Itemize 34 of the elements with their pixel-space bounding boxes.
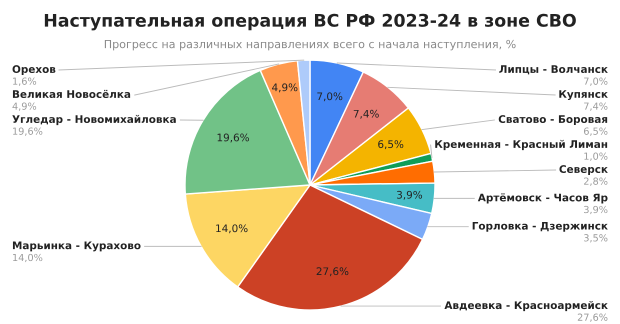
data-label: 1,6% bbox=[13, 77, 36, 86]
data-label: 27,6% bbox=[316, 267, 348, 276]
slice-label: Марьинка - Курахово bbox=[12, 242, 141, 252]
slice-label: Великая Новосёлка bbox=[12, 90, 130, 98]
data-label: 2,8% bbox=[584, 177, 608, 186]
text: 7,0% bbox=[584, 77, 608, 86]
data-label: 6,5% bbox=[378, 140, 404, 150]
text: 6,5% bbox=[584, 127, 608, 136]
text: 19,6% bbox=[13, 127, 42, 136]
slice-label: Кременная - Красный Лиман bbox=[435, 140, 608, 150]
text: 14,0% bbox=[13, 254, 42, 262]
chart-title: Наступательная операция ВС РФ 2023-24 в зоне СВО bbox=[44, 14, 576, 30]
text: 4,9% bbox=[12, 102, 36, 111]
slice-label: Горловка - Дзержинск bbox=[472, 222, 608, 232]
slice-label: Орехов bbox=[12, 65, 56, 76]
slice-label: Липцы - Волчанск bbox=[499, 65, 608, 74]
data-label: 14,0% bbox=[216, 224, 248, 234]
data-label: 7,0% bbox=[317, 92, 342, 102]
slice-label: Угледар - Новомихайловка bbox=[12, 114, 176, 126]
chart-subtitle: Прогресс на различных направлениях всего с начала наступления, % bbox=[104, 40, 516, 50]
slice-label: Сватово - Боровая bbox=[498, 115, 608, 126]
data-label: 7,4% bbox=[354, 110, 379, 119]
data-label: 4,9% bbox=[272, 83, 298, 92]
slice-label: Северск bbox=[559, 165, 608, 176]
slice-label: Купянск bbox=[559, 90, 608, 100]
text: 3,9% bbox=[584, 206, 608, 214]
text: 27,6% bbox=[578, 314, 608, 322]
data-label: 1,0% bbox=[584, 152, 608, 161]
data-label: 3,5% bbox=[584, 234, 608, 242]
slice-label: Артёмовск - Часов Яр bbox=[478, 193, 608, 204]
slice-label: Авдеевка - Красноармейск bbox=[444, 300, 608, 312]
data-label: 19,6% bbox=[218, 134, 249, 142]
data-label: 3,9% bbox=[396, 190, 422, 200]
text: 7,4% bbox=[584, 102, 608, 111]
